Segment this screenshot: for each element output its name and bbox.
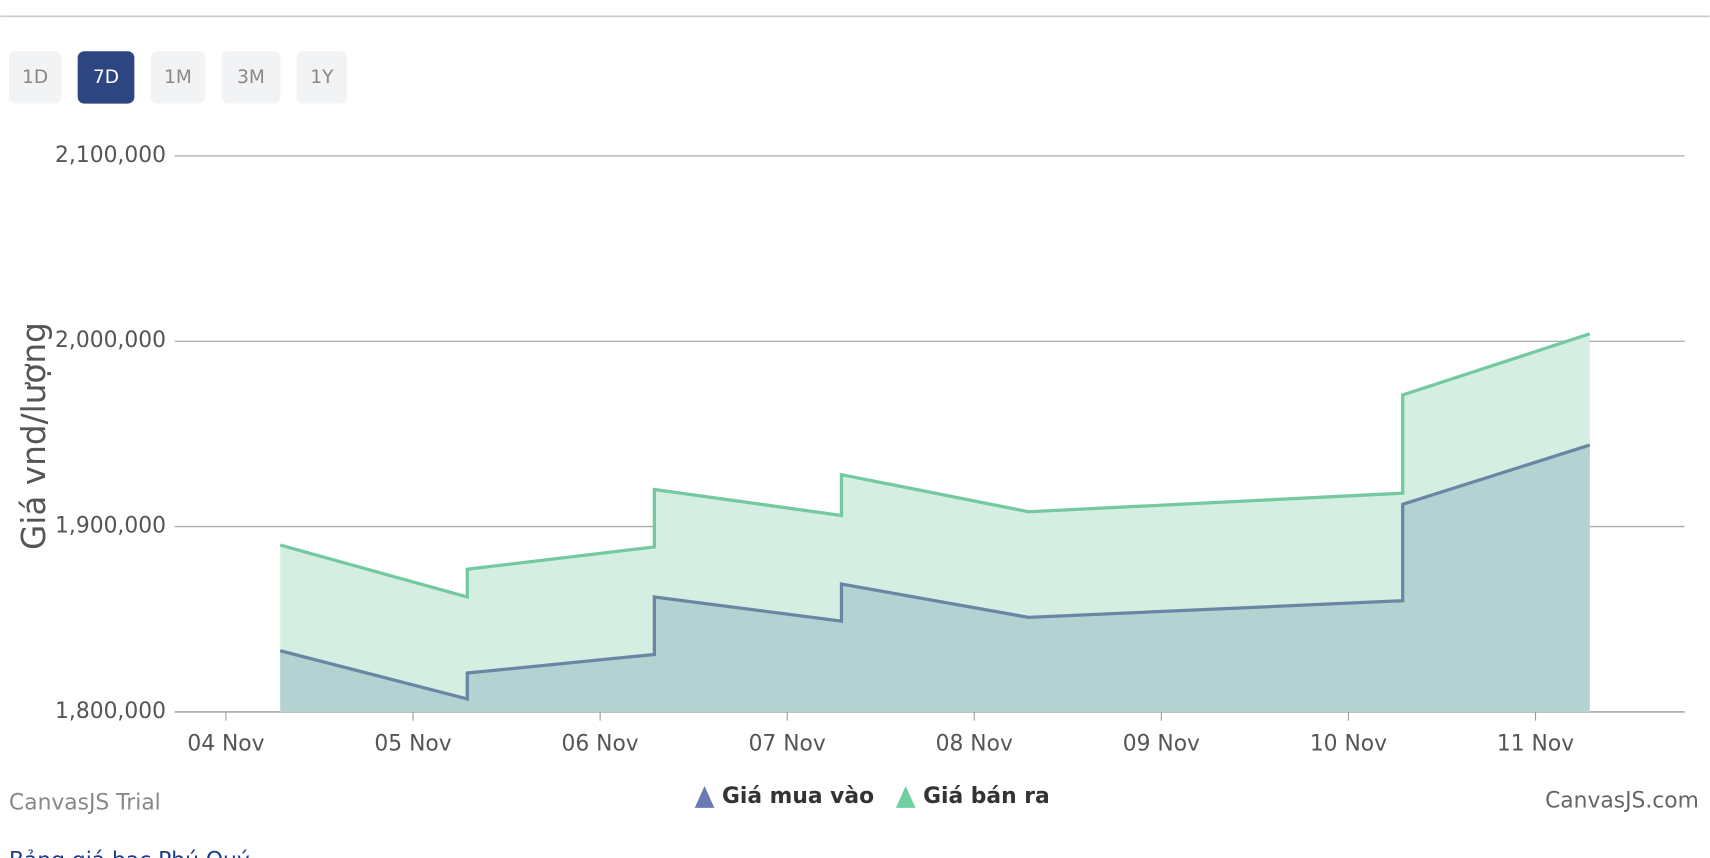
area-fill	[280, 445, 1590, 712]
legend-label[interactable]: Giá mua vào	[722, 784, 874, 809]
legend-marker[interactable]	[895, 786, 916, 808]
y-axis-title: Giá vnd/lượng	[15, 322, 53, 550]
range-button-label[interactable]: 7D	[93, 67, 119, 88]
watermark: CanvasJS Trial	[9, 790, 161, 815]
range-button[interactable]	[8, 51, 62, 104]
page-link[interactable]: Bảng giá bạc Phú Quý	[9, 848, 250, 858]
x-tick-label: 10 Nov	[1310, 732, 1387, 757]
area-line	[279, 332, 1591, 600]
x-tick-label: 08 Nov	[936, 732, 1013, 757]
x-tick-label: 07 Nov	[749, 732, 826, 757]
range-button-label[interactable]: 1M	[164, 67, 192, 88]
legend-label[interactable]: Giá bán ra	[923, 784, 1050, 809]
y-tick-label: 1,900,000	[55, 514, 166, 539]
range-button-label[interactable]: 1D	[22, 67, 48, 88]
y-tick-label: 2,100,000	[55, 143, 166, 168]
legend-marker[interactable]	[694, 786, 715, 808]
x-tick-label: 06 Nov	[561, 732, 638, 757]
x-tick-label: 05 Nov	[374, 732, 451, 757]
range-button-label[interactable]: 3M	[237, 67, 265, 88]
credit[interactable]: CanvasJS.com	[1545, 788, 1699, 813]
area-line	[279, 443, 1591, 702]
y-tick-label: 1,800,000	[55, 699, 166, 724]
x-tick-label: 11 Nov	[1497, 732, 1574, 757]
range-button-label[interactable]: 1Y	[310, 67, 334, 88]
y-tick-label: 2,000,000	[55, 328, 166, 353]
range-button[interactable]	[77, 51, 135, 104]
range-button[interactable]	[150, 51, 206, 104]
x-tick-label: 04 Nov	[187, 732, 264, 757]
range-button[interactable]	[296, 51, 347, 104]
range-button[interactable]	[221, 51, 281, 104]
x-tick-label: 09 Nov	[1123, 732, 1200, 757]
